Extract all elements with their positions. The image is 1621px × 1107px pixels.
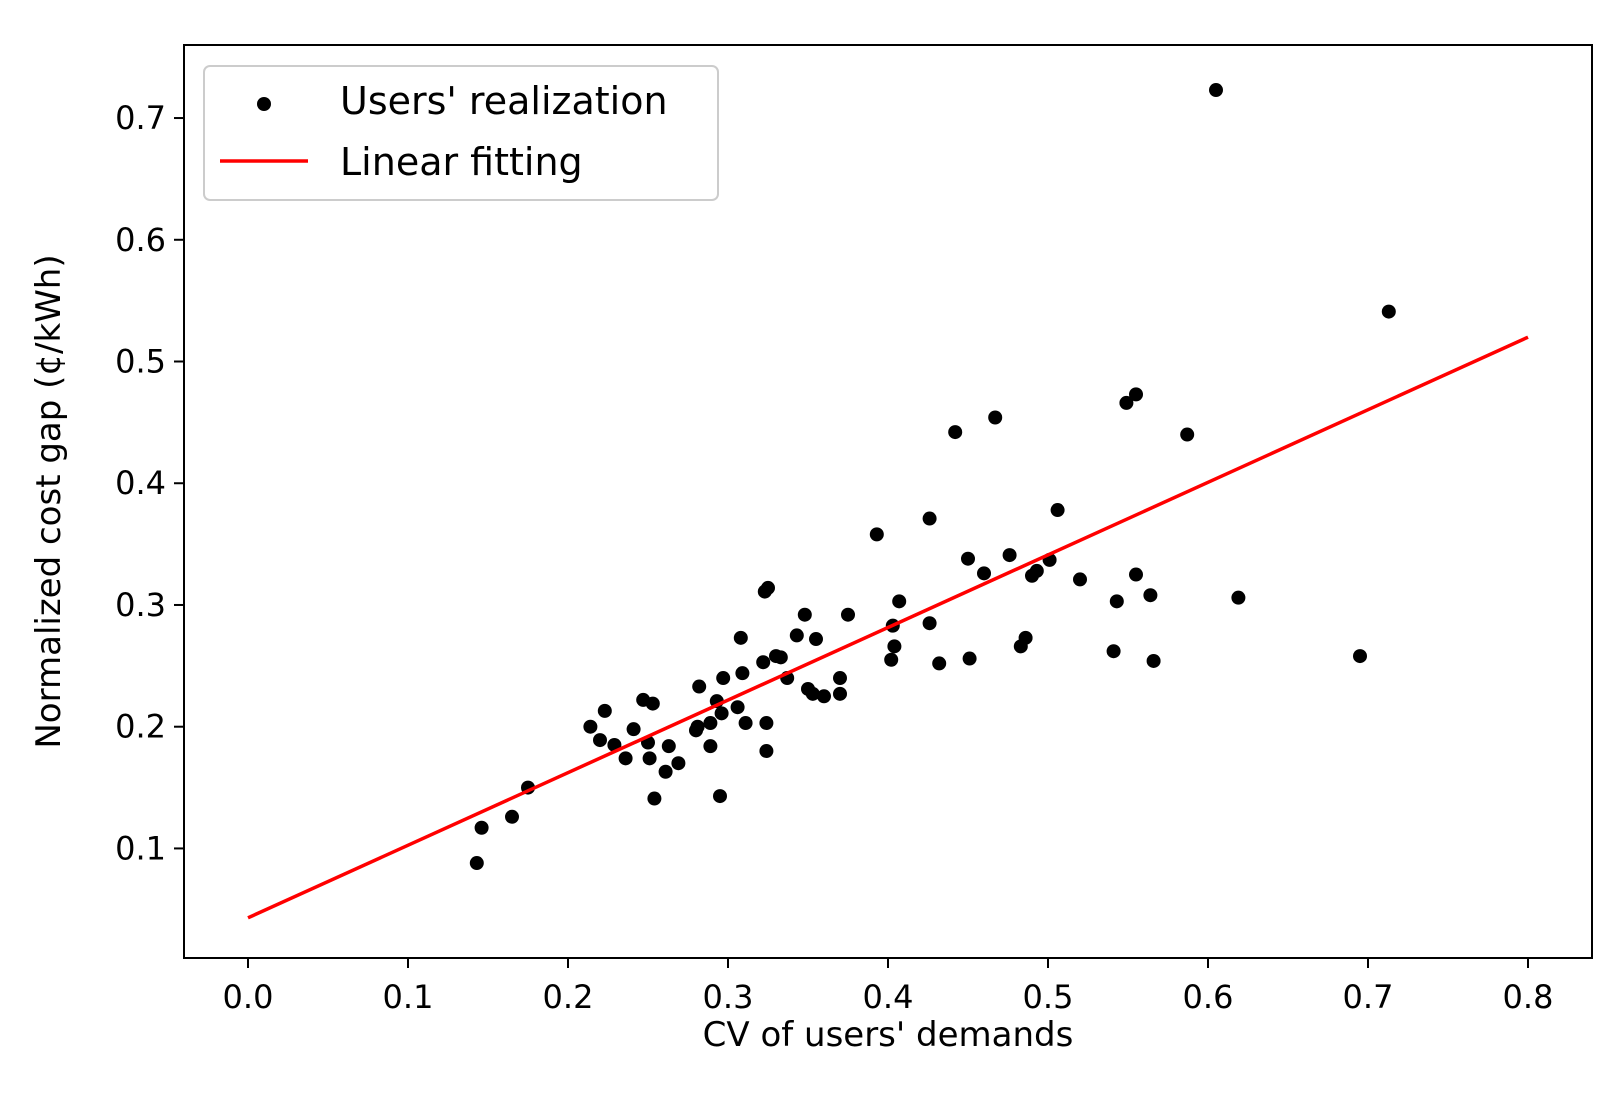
scatter-point (469, 856, 484, 871)
legend-label-users-realization: Users' realization (340, 79, 668, 123)
scatter-point (1209, 83, 1223, 98)
scatter-point (690, 719, 705, 734)
scatter-point (789, 628, 804, 643)
scatter-point (962, 651, 977, 666)
x-tick-label: 0.6 (1183, 978, 1234, 1016)
scatter-point (869, 527, 884, 542)
y-tick-label: 0.1 (115, 829, 166, 867)
y-axis-label: Normalized cost gap (¢/kWh) (29, 254, 69, 748)
scatter-point (733, 630, 748, 645)
x-axis: 0.0 0.1 0.2 0.3 0.4 0.5 0.6 0.7 0.8 (223, 958, 1554, 1016)
scatter-point (1018, 630, 1033, 645)
x-tick-label: 0.0 (223, 978, 274, 1016)
scatter-point (1029, 563, 1044, 578)
scatter-point (1129, 567, 1143, 582)
scatter-point (1146, 653, 1161, 668)
scatter-point (988, 410, 1003, 425)
scatter-point (730, 700, 745, 715)
legend: Users' realization Linear fitting (203, 65, 719, 201)
scatter-point (892, 594, 907, 609)
scatter-point (773, 650, 788, 665)
y-tick-label: 0.4 (115, 464, 166, 502)
scatter-point (817, 689, 831, 704)
scatter-point (1050, 503, 1065, 518)
scatter-point (1073, 572, 1087, 587)
scatter-point (714, 706, 729, 721)
scatter-point (1119, 395, 1134, 410)
scatter-point (756, 655, 771, 670)
x-tick-label: 0.4 (863, 978, 914, 1016)
scatter-point (761, 580, 775, 595)
scatter-point (797, 607, 812, 622)
x-tick-label: 0.1 (383, 978, 434, 1016)
scatter-point (922, 616, 937, 631)
scatter-point (713, 789, 727, 804)
scatter-point (805, 686, 820, 701)
scatter-point (1109, 594, 1124, 609)
scatter-point (1180, 427, 1195, 442)
legend-marker-dot (257, 97, 271, 111)
scatter-point (841, 607, 855, 622)
scatter-point (703, 716, 718, 731)
scatter-point (922, 511, 937, 526)
scatter-point (1002, 548, 1017, 563)
scatter-point (1143, 588, 1158, 603)
x-axis-label: CV of users' demands (703, 1015, 1074, 1055)
x-tick-label: 0.2 (543, 978, 594, 1016)
scatter-point (1129, 387, 1143, 402)
scatter-point (1381, 304, 1396, 319)
linear-fit-line (247, 335, 1529, 920)
scatter-point (735, 666, 750, 681)
y-tick-label: 0.5 (115, 343, 166, 381)
scatter-point (759, 716, 774, 731)
scatter-point (647, 791, 662, 806)
x-tick-label: 0.5 (1023, 978, 1074, 1016)
scatter-point (809, 632, 823, 647)
scatter-point (884, 652, 899, 667)
scatter-point (703, 739, 718, 754)
scatter-point (474, 820, 489, 835)
x-tick-label: 0.3 (703, 978, 754, 1016)
scatter-point (505, 809, 519, 824)
scatter-point (671, 756, 686, 771)
scatter-point (759, 744, 774, 759)
scatter-point (932, 656, 947, 671)
y-tick-label: 0.6 (115, 221, 166, 259)
scatter-point (583, 719, 598, 734)
y-axis: 0.1 0.2 0.3 0.4 0.5 0.6 0.7 (115, 99, 184, 867)
x-tick-label: 0.7 (1343, 978, 1394, 1016)
scatter-point (887, 639, 902, 654)
legend-label-linear-fitting: Linear fitting (340, 140, 583, 184)
scatter-point (1231, 590, 1246, 605)
scatter-point (977, 566, 991, 581)
x-tick-label: 0.8 (1503, 978, 1554, 1016)
scatter-point (645, 696, 660, 711)
scatter-point (833, 686, 847, 701)
scatter-point (692, 679, 707, 694)
scatter-point (658, 764, 673, 779)
legend-box (203, 65, 719, 201)
scatter-point (618, 751, 633, 766)
scatter-point (738, 716, 753, 731)
scatter-point (626, 722, 641, 737)
scatter-point (1106, 644, 1121, 659)
y-tick-label: 0.3 (115, 586, 166, 624)
scatter-point (597, 703, 612, 718)
scatter-point (833, 671, 847, 686)
scatter-point (642, 751, 657, 766)
scatter-point (961, 551, 975, 566)
scatter-point (948, 425, 963, 440)
scatter-point (716, 671, 731, 686)
scatter-point (661, 739, 676, 754)
y-tick-label: 0.2 (115, 708, 166, 746)
scatter-point (1353, 649, 1367, 664)
scatter-point (593, 733, 607, 748)
plot-content (247, 83, 1529, 920)
y-tick-label: 0.7 (115, 99, 166, 137)
